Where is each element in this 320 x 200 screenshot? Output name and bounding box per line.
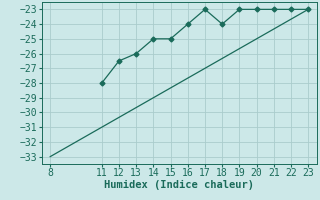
X-axis label: Humidex (Indice chaleur): Humidex (Indice chaleur)	[104, 180, 254, 190]
